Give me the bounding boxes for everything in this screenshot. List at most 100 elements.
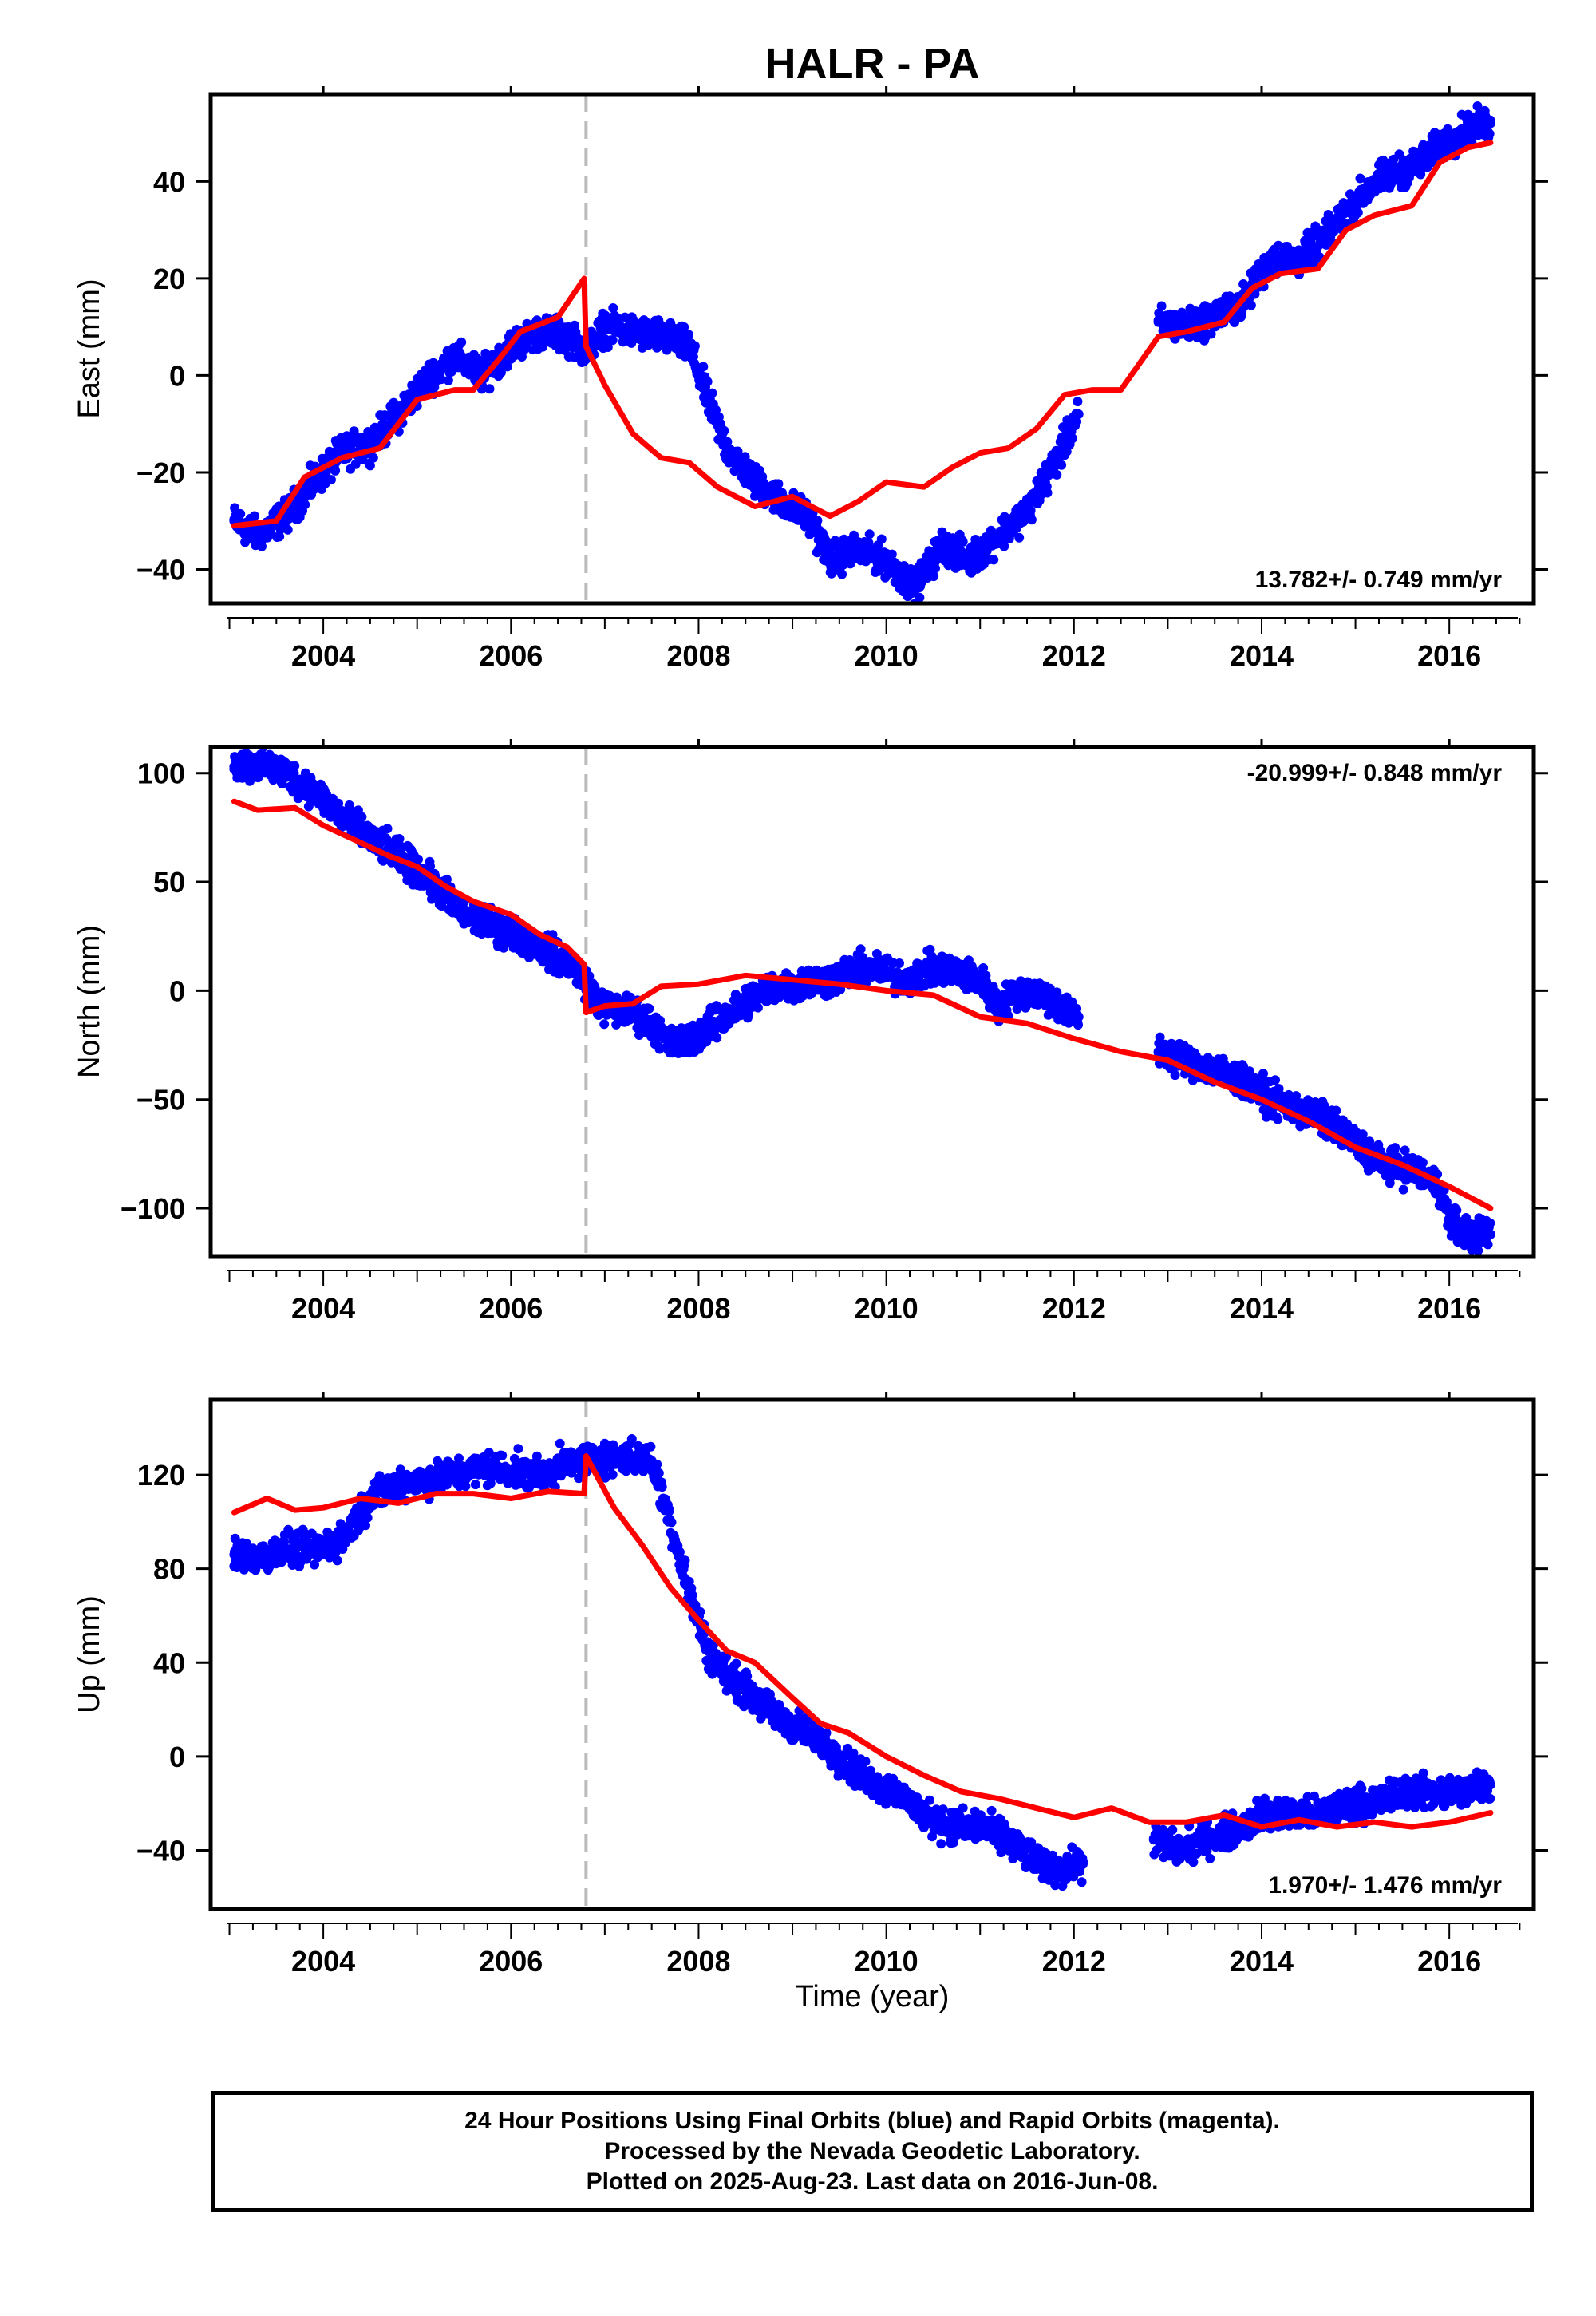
- data-point: [1026, 515, 1037, 525]
- data-point: [443, 375, 453, 385]
- data-point: [229, 761, 239, 772]
- panel-frame: [208, 92, 1536, 606]
- data-point: [1463, 123, 1473, 133]
- data-point: [1484, 128, 1495, 139]
- data-point: [644, 1003, 654, 1014]
- data-point: [733, 446, 743, 456]
- data-point: [1058, 422, 1069, 433]
- data-point: [365, 833, 375, 844]
- data-point: [1378, 172, 1389, 182]
- data-point: [608, 303, 618, 313]
- data-point: [1378, 1160, 1389, 1170]
- data-point: [1485, 1229, 1495, 1239]
- data-point: [1274, 1084, 1284, 1094]
- data-point: [713, 1018, 722, 1029]
- y-tick-label: 0: [169, 359, 185, 392]
- data-points-east: [229, 101, 1495, 603]
- data-point: [895, 958, 904, 968]
- data-point: [928, 964, 938, 974]
- data-point: [1073, 397, 1083, 407]
- data-point: [425, 861, 435, 871]
- data-point: [909, 583, 919, 594]
- data-point: [1210, 312, 1220, 322]
- y-tick-label: 100: [137, 757, 185, 790]
- data-point: [1246, 300, 1256, 310]
- data-point: [1485, 1218, 1495, 1228]
- data-point: [613, 314, 623, 324]
- data-point: [599, 322, 610, 332]
- data-point: [1073, 409, 1084, 419]
- data-point: [1067, 433, 1077, 444]
- x-tick-label: 2006: [479, 639, 543, 672]
- data-point: [721, 443, 732, 453]
- data-point: [871, 964, 882, 974]
- data-point: [837, 569, 847, 579]
- x-tick-label: 2010: [855, 639, 918, 672]
- data-point: [978, 963, 989, 973]
- data-point: [1322, 230, 1333, 240]
- data-point: [938, 540, 948, 551]
- data-point: [744, 1009, 754, 1019]
- data-point: [357, 812, 367, 822]
- data-point: [666, 1040, 676, 1050]
- data-point: [1322, 1117, 1333, 1126]
- data-point: [456, 337, 467, 347]
- x-tick-label: 2016: [1417, 1292, 1481, 1325]
- data-point: [915, 592, 925, 603]
- data-points-north: [229, 747, 1495, 1256]
- data-point: [750, 477, 760, 488]
- data-point: [290, 761, 300, 771]
- data-point: [853, 964, 863, 974]
- data-point: [1435, 142, 1445, 152]
- data-point: [1210, 1064, 1220, 1074]
- data-point: [1270, 1075, 1280, 1085]
- data-point: [1050, 457, 1061, 468]
- data-point: [1073, 1020, 1083, 1030]
- data-point: [768, 981, 779, 991]
- data-point: [929, 571, 939, 582]
- data-point: [1294, 254, 1304, 264]
- data-point: [1073, 1012, 1084, 1022]
- data-point: [282, 524, 293, 535]
- data-point: [1407, 162, 1417, 172]
- data-point: [625, 992, 635, 1002]
- data-point: [235, 508, 246, 519]
- data-point: [994, 530, 1004, 540]
- data-point: [345, 803, 355, 813]
- data-point: [876, 534, 887, 544]
- data-point: [365, 438, 375, 449]
- data-point: [1400, 1145, 1410, 1156]
- data-point: [1153, 1046, 1163, 1057]
- data-point: [1041, 990, 1051, 1000]
- data-point: [753, 1002, 763, 1013]
- data-point: [309, 477, 319, 488]
- data-point: [337, 812, 347, 822]
- data-point: [703, 394, 713, 405]
- data-point: [421, 375, 432, 385]
- rate-label: 13.782+/- 0.749 mm/yr: [1255, 567, 1503, 593]
- data-point: [252, 530, 263, 540]
- data-point: [1273, 240, 1283, 251]
- data-point: [719, 425, 729, 436]
- x-tick-label: 2014: [1230, 1292, 1294, 1325]
- data-point: [555, 969, 564, 979]
- data-point: [516, 931, 525, 942]
- data-point: [1331, 1105, 1341, 1116]
- data-point: [863, 538, 874, 548]
- data-point: [711, 1001, 721, 1011]
- data-point: [1155, 1032, 1165, 1042]
- data-point: [1153, 317, 1163, 327]
- data-point: [930, 563, 940, 574]
- data-point: [365, 460, 375, 471]
- y-tick-label: −100: [120, 1192, 185, 1225]
- data-point: [1422, 162, 1432, 172]
- y-tick-label: −40: [136, 553, 185, 586]
- data-point: [1013, 986, 1023, 996]
- data-point: [1052, 987, 1062, 998]
- data-point: [679, 322, 689, 332]
- x-tick-label: 2006: [479, 1292, 543, 1325]
- data-point: [1022, 506, 1032, 516]
- data-point: [289, 768, 299, 778]
- data-point: [806, 516, 816, 526]
